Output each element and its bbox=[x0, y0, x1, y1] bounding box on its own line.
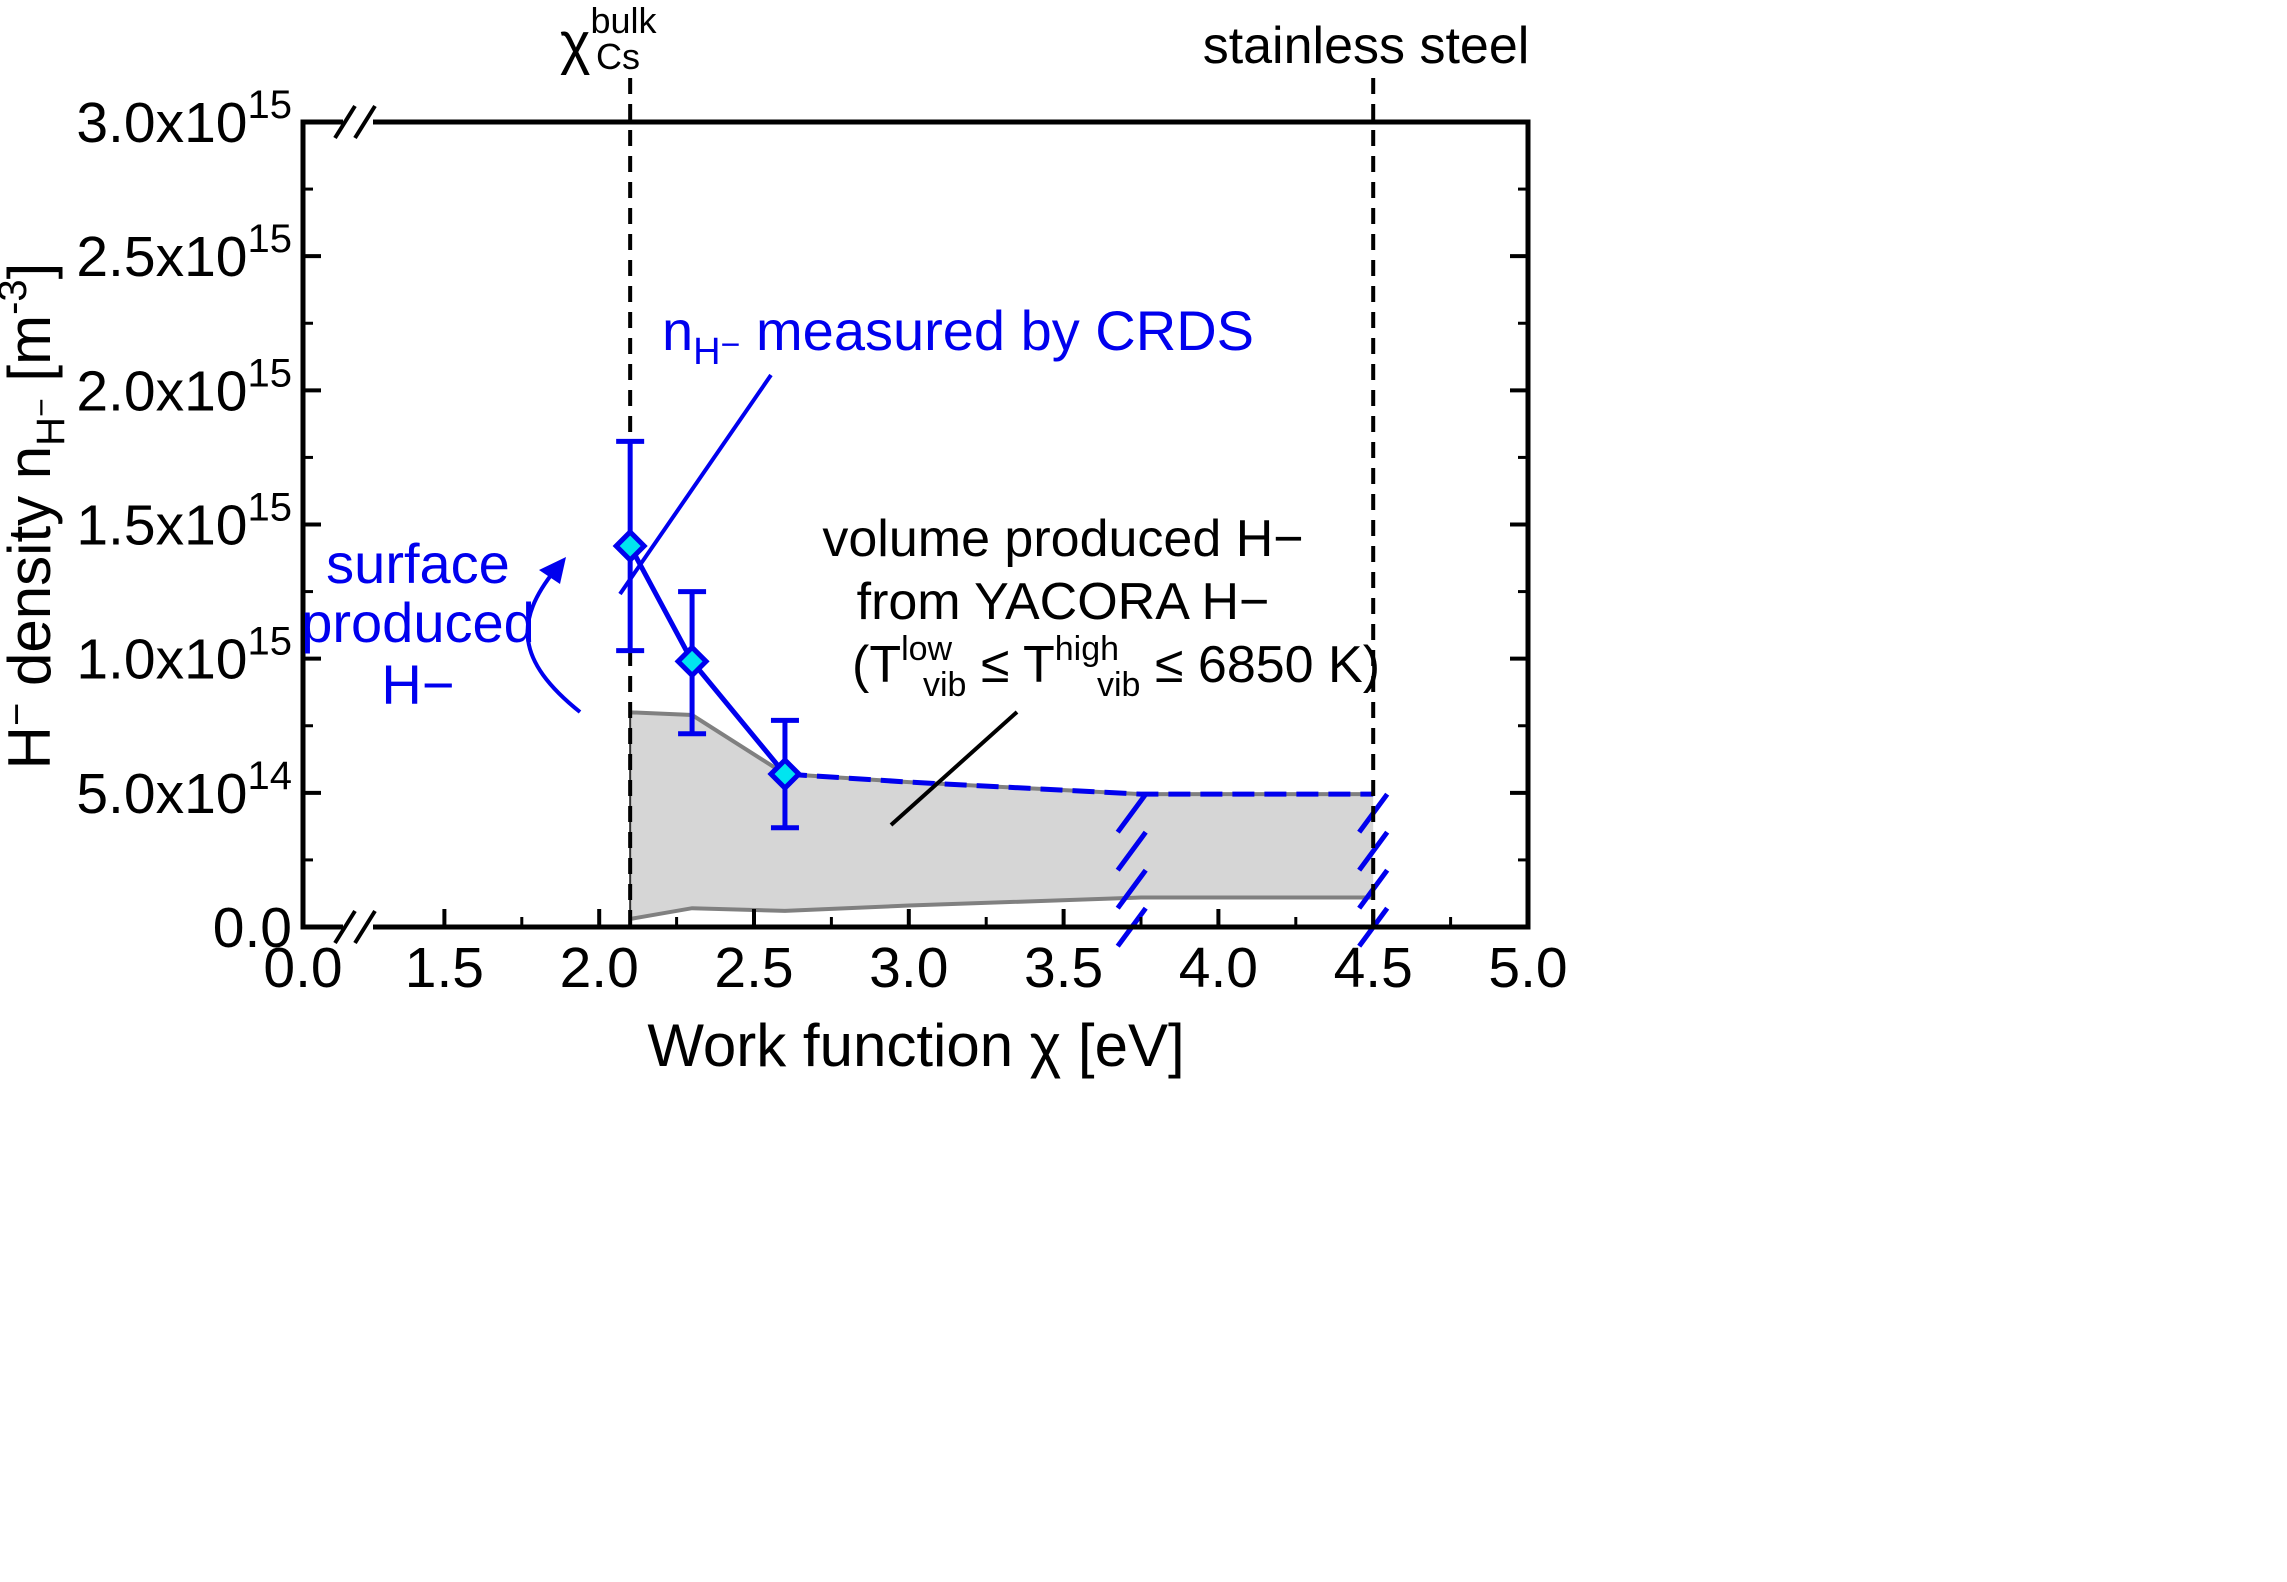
x-tick-label: 4.0 bbox=[1179, 936, 1258, 1000]
surface-arrowhead bbox=[539, 557, 566, 584]
volume-band-lower-edge bbox=[629, 895, 1374, 921]
y-tick-label: 1.0x1015 bbox=[76, 620, 292, 692]
x-tick-label: 2.0 bbox=[560, 936, 639, 1000]
break-slash bbox=[353, 104, 377, 140]
surface-label-line1: surface bbox=[326, 532, 510, 595]
x-tick-label: 4.5 bbox=[1334, 936, 1413, 1000]
data-point-marker bbox=[612, 528, 648, 564]
crds-pointer-line bbox=[618, 373, 773, 596]
y-tick-label: 2.0x1015 bbox=[76, 351, 292, 423]
chi-bulk-label: χbulk Cs bbox=[560, 0, 657, 77]
surface-label-line2: produced bbox=[301, 591, 535, 654]
surface-produced-arrow bbox=[525, 568, 582, 714]
break-slash bbox=[333, 909, 357, 945]
x-tick-label: 1.5 bbox=[405, 936, 484, 1000]
x-axis-ticks: 0.0 1.5 2.0 2.5 3.0 3.5 4.0 4.5 5.0 bbox=[263, 909, 1568, 1000]
y-tick-label: 2.5x1015 bbox=[76, 217, 292, 289]
crds-markers bbox=[612, 528, 803, 792]
volume-label-line1: volume produced H− bbox=[822, 510, 1303, 568]
x-tick-label: 0.0 bbox=[263, 936, 342, 1000]
hatch-stroke bbox=[1115, 868, 1148, 910]
surface-label-line3: H− bbox=[381, 653, 454, 716]
x-tick-label: 2.5 bbox=[714, 936, 793, 1000]
axis-break-marks bbox=[333, 104, 377, 945]
y-axis-title: H− density nH− [m-3] bbox=[0, 263, 73, 770]
y-axis-ticks: 0.0 5.0x1014 1.0x1015 1.5x1015 2.0x1015 2.5x1… bbox=[76, 83, 1528, 960]
data-point-marker bbox=[767, 756, 803, 792]
volume-label-line3: (Tlow vib ≤ Thigh vib ≤ 6850 K) bbox=[852, 630, 1380, 704]
surface-produced-label: surface produced H− bbox=[301, 532, 535, 716]
x-axis-title: Work function χ [eV] bbox=[647, 1012, 1184, 1079]
hatch-stroke bbox=[1115, 792, 1148, 834]
crds-label: nH− measured by CRDS bbox=[662, 299, 1254, 373]
x-tick-label: 3.5 bbox=[1024, 936, 1103, 1000]
x-tick-label: 3.0 bbox=[869, 936, 948, 1000]
stainless-steel-label: stainless steel bbox=[1203, 17, 1530, 75]
x-tick-label: 5.0 bbox=[1488, 936, 1567, 1000]
break-slash bbox=[353, 909, 377, 945]
volume-band-dashed-edge bbox=[784, 771, 1374, 797]
y-tick-label: 5.0x1014 bbox=[76, 754, 292, 826]
y-tick-label: 0.0 bbox=[213, 896, 292, 960]
volume-pointer-line bbox=[889, 710, 1019, 827]
hatch-stroke bbox=[1357, 830, 1390, 872]
y-tick-label: 1.5x1015 bbox=[76, 486, 292, 558]
break-slash bbox=[333, 104, 357, 140]
volume-band-area bbox=[630, 712, 1374, 919]
data-point-marker bbox=[674, 643, 710, 679]
y-tick-label: 3.0x1015 bbox=[76, 83, 292, 155]
hatch-stroke bbox=[1115, 830, 1148, 872]
volume-label-line2: from YACORA H− bbox=[857, 573, 1270, 631]
